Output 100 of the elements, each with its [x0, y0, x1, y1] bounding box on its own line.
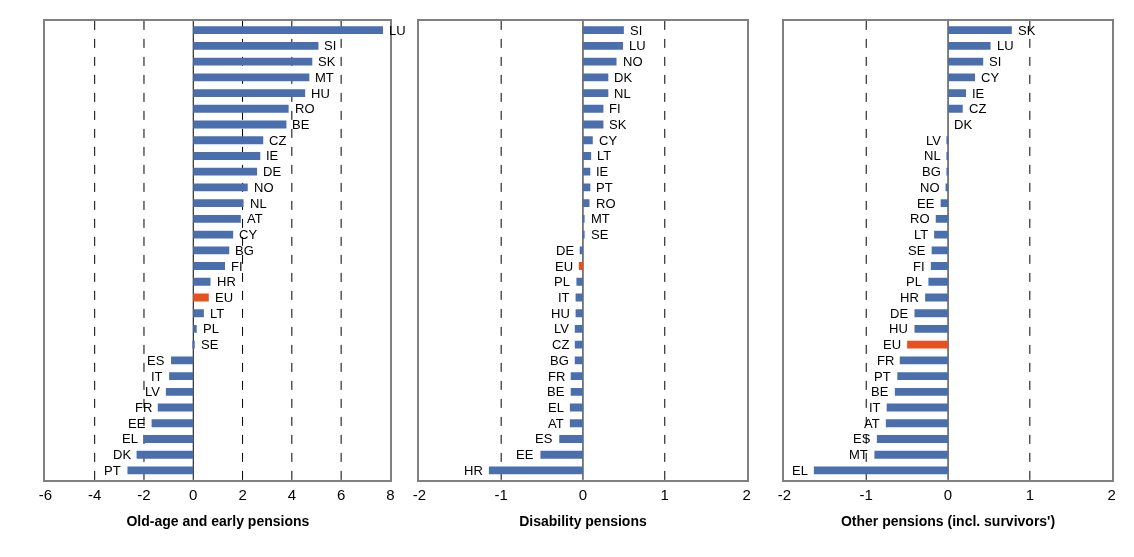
- bar: [193, 277, 211, 286]
- bar: [193, 136, 264, 145]
- bar: [540, 450, 583, 459]
- bar: [946, 136, 949, 145]
- x-tick-label: 8: [386, 485, 395, 503]
- x-tick-label: 1: [1025, 485, 1035, 503]
- bar: [582, 89, 609, 97]
- bar: [193, 183, 248, 192]
- bar: [907, 340, 949, 349]
- category-label: CZ: [269, 133, 287, 148]
- category-label: LV: [554, 321, 569, 336]
- category-label: EU: [215, 290, 234, 305]
- category-label: SI: [630, 23, 643, 38]
- bar: [193, 26, 384, 35]
- category-label: EL: [548, 400, 564, 415]
- category-label: RO: [910, 211, 930, 226]
- category-label: HU: [311, 86, 330, 101]
- category-label: BG: [550, 353, 569, 368]
- bar: [946, 167, 949, 176]
- bar: [948, 57, 984, 66]
- category-label: RO: [295, 101, 315, 116]
- category-label: CY: [239, 227, 258, 242]
- category-label: HR: [464, 463, 483, 478]
- category-label: SK: [1018, 23, 1036, 38]
- bar: [193, 262, 226, 270]
- category-label: MT: [591, 211, 610, 226]
- bar: [874, 450, 949, 459]
- category-label: AT: [247, 211, 263, 226]
- bar: [169, 372, 194, 381]
- category-label: IE: [972, 86, 985, 101]
- x-axis-title: Disability pensions: [519, 512, 647, 529]
- bar: [876, 435, 949, 443]
- bar: [570, 387, 583, 396]
- bar: [193, 104, 289, 113]
- category-label: FR: [548, 369, 566, 384]
- category-label: PT: [874, 369, 891, 384]
- bar: [193, 293, 209, 302]
- category-label: NL: [250, 196, 267, 211]
- bar: [575, 309, 583, 318]
- category-label: HR: [217, 274, 236, 289]
- category-label: CZ: [552, 337, 570, 352]
- category-label: DK: [954, 117, 973, 132]
- category-label: SE: [908, 243, 926, 258]
- x-tick-label: 2: [1107, 485, 1116, 503]
- category-label: IE: [266, 148, 279, 163]
- bar: [143, 435, 194, 443]
- bar: [582, 26, 624, 35]
- bar: [569, 419, 583, 428]
- x-tick-label: 2: [742, 485, 751, 503]
- category-label: DK: [113, 447, 132, 462]
- x-tick-label: 2: [238, 485, 247, 503]
- bar: [171, 356, 194, 365]
- x-tick-label: 6: [336, 485, 346, 503]
- bar: [574, 356, 583, 365]
- bar: [948, 41, 991, 50]
- bar: [940, 199, 949, 208]
- category-label: DE: [556, 243, 575, 258]
- category-label: IE: [596, 164, 609, 179]
- bar: [193, 73, 310, 82]
- x-tick-label: 0: [943, 485, 953, 503]
- bar: [193, 199, 244, 208]
- x-tick-label: -1: [859, 485, 873, 503]
- category-label: BG: [235, 243, 254, 258]
- category-label: IT: [869, 400, 881, 415]
- category-label: FI: [231, 259, 243, 274]
- category-label: FR: [877, 353, 895, 368]
- bar: [582, 104, 604, 113]
- bar: [899, 356, 949, 365]
- category-label: AT: [864, 416, 880, 431]
- bar: [136, 450, 194, 459]
- bar: [582, 199, 590, 208]
- category-label: LT: [597, 148, 612, 163]
- category-label: BG: [922, 164, 941, 179]
- category-label: NO: [254, 180, 274, 195]
- bar: [948, 73, 976, 82]
- bar: [582, 57, 617, 66]
- category-label: BE: [292, 117, 310, 132]
- category-label: MT: [849, 447, 868, 462]
- bar: [931, 246, 949, 255]
- x-tick-label: -2: [137, 485, 151, 503]
- bar: [193, 89, 306, 97]
- bar: [193, 41, 319, 50]
- category-label: PT: [104, 463, 121, 478]
- x-tick-label: 1: [660, 485, 669, 503]
- bar: [914, 325, 949, 333]
- category-label: EU: [555, 259, 574, 274]
- category-label: IT: [151, 369, 163, 384]
- category-label: EE: [917, 196, 935, 211]
- bar: [165, 387, 194, 396]
- category-label: DE: [890, 306, 909, 321]
- category-label: BE: [871, 384, 889, 399]
- bar: [948, 104, 963, 113]
- category-label: FR: [135, 400, 153, 415]
- bar: [914, 309, 949, 318]
- category-label: NO: [623, 54, 643, 69]
- bar: [582, 136, 593, 145]
- x-tick-label: 0: [578, 485, 588, 503]
- category-label: PL: [203, 321, 219, 336]
- bar: [894, 387, 949, 396]
- category-label: LU: [629, 38, 646, 53]
